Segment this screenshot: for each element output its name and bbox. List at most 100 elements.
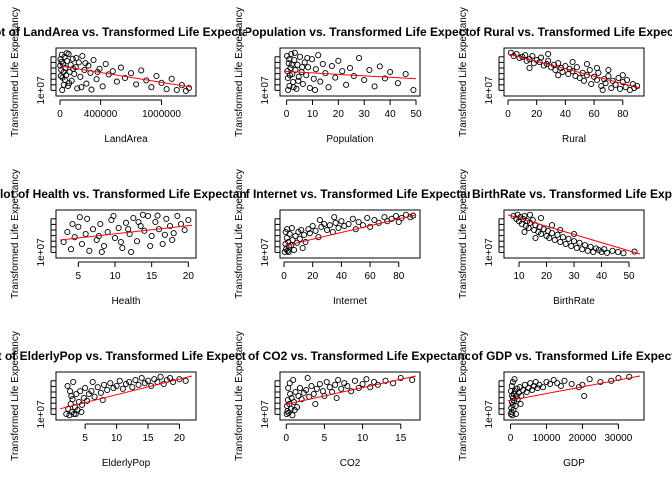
data-point bbox=[291, 56, 298, 64]
data-point bbox=[323, 226, 331, 234]
x-tick-label: 20 bbox=[307, 271, 319, 282]
x-tick-label: 50 bbox=[623, 271, 635, 282]
data-point bbox=[63, 410, 70, 418]
data-point bbox=[285, 248, 292, 256]
data-point bbox=[76, 214, 83, 221]
data-point bbox=[170, 230, 177, 237]
x-tick-label: 10 bbox=[307, 109, 319, 120]
data-point bbox=[61, 76, 68, 84]
x-tick-label: 30 bbox=[359, 109, 371, 120]
data-point bbox=[97, 220, 104, 228]
data-point bbox=[119, 385, 126, 392]
data-point bbox=[290, 246, 298, 254]
data-point bbox=[559, 234, 567, 241]
data-point bbox=[367, 223, 374, 230]
data-point bbox=[526, 211, 534, 218]
data-point bbox=[71, 234, 78, 241]
data-point bbox=[521, 228, 528, 236]
data-point bbox=[402, 70, 409, 78]
data-point bbox=[286, 72, 294, 79]
data-point bbox=[285, 86, 292, 94]
data-point bbox=[532, 234, 539, 242]
y-axis-label: Transformed Life Expectancy bbox=[10, 331, 21, 461]
x-axis-label: Internet bbox=[333, 296, 367, 307]
data-points bbox=[57, 50, 193, 94]
data-point bbox=[295, 392, 302, 400]
scatter-panel-landarea: Plot of LandArea vs. Transformed Life Ex… bbox=[0, 7, 246, 145]
data-point bbox=[522, 52, 529, 59]
x-tick-label: 40 bbox=[336, 271, 348, 282]
data-point bbox=[298, 226, 305, 234]
data-point bbox=[97, 389, 104, 396]
x-tick-label: 30 bbox=[568, 271, 580, 282]
y-tick-label: 1e+07 bbox=[484, 400, 495, 429]
y-axis-label: Transformed Life Expectancy bbox=[234, 7, 245, 137]
data-point bbox=[135, 218, 142, 226]
x-tick-label: 40 bbox=[560, 109, 572, 120]
data-point bbox=[292, 232, 299, 240]
data-point bbox=[166, 222, 174, 230]
data-point bbox=[287, 390, 294, 398]
data-point bbox=[509, 392, 516, 400]
y-axis-label: Transformed Life Expectancy bbox=[10, 169, 21, 299]
data-point bbox=[579, 246, 586, 253]
x-axis-label: ElderlyPop bbox=[102, 458, 151, 469]
data-point bbox=[304, 374, 311, 382]
x-axis-label: Population bbox=[326, 134, 373, 145]
data-point bbox=[321, 220, 328, 228]
data-point bbox=[75, 59, 82, 66]
data-point bbox=[569, 58, 576, 66]
data-point bbox=[326, 222, 333, 229]
data-point bbox=[69, 55, 76, 62]
y-tick-label: 1e+07 bbox=[260, 76, 271, 105]
x-axis: 10 20 30 40 50 bbox=[513, 261, 635, 282]
data-point bbox=[634, 82, 641, 90]
data-point bbox=[341, 380, 348, 387]
data-point bbox=[603, 249, 611, 256]
x-tick-label: 0 bbox=[505, 109, 511, 120]
data-point bbox=[163, 86, 170, 93]
data-point bbox=[517, 400, 524, 408]
data-point bbox=[583, 60, 590, 68]
data-point bbox=[80, 394, 87, 402]
data-point bbox=[548, 230, 556, 237]
data-point bbox=[315, 52, 322, 59]
data-point bbox=[344, 382, 351, 390]
x-tick-label: 20 bbox=[531, 109, 543, 120]
data-point bbox=[326, 384, 333, 391]
data-point bbox=[104, 386, 111, 394]
data-point bbox=[78, 240, 86, 248]
data-point bbox=[363, 376, 370, 383]
data-point bbox=[511, 376, 518, 383]
data-point bbox=[74, 85, 81, 92]
x-tick-label: 10 bbox=[357, 433, 369, 444]
data-point bbox=[152, 218, 159, 226]
x-tick-label: 20 bbox=[174, 433, 186, 444]
data-point bbox=[620, 250, 627, 257]
x-axis-label: Health bbox=[112, 296, 141, 307]
y-axis: 1e+07 bbox=[36, 56, 56, 104]
data-point bbox=[116, 377, 123, 384]
data-point bbox=[299, 80, 306, 88]
data-point bbox=[295, 73, 302, 80]
x-tick-label: 15 bbox=[146, 271, 158, 282]
data-point bbox=[615, 374, 622, 382]
data-point bbox=[169, 236, 176, 244]
data-point bbox=[70, 378, 77, 386]
data-point bbox=[394, 80, 401, 87]
x-tick-label: 40 bbox=[385, 109, 397, 120]
data-point bbox=[82, 60, 89, 67]
plot-frame bbox=[279, 371, 421, 421]
data-point bbox=[84, 215, 91, 222]
data-point bbox=[359, 380, 366, 388]
data-point bbox=[102, 60, 109, 68]
data-point bbox=[605, 72, 612, 80]
data-point bbox=[67, 246, 75, 253]
data-point bbox=[573, 64, 580, 71]
data-point bbox=[554, 380, 561, 387]
scatter-panel-population: Plot of Population vs. Transformed Life … bbox=[234, 7, 470, 145]
chart-title: Plot of ElderlyPop vs. Transformed Life … bbox=[0, 349, 273, 363]
data-point bbox=[397, 374, 404, 382]
data-point bbox=[587, 243, 594, 250]
data-point bbox=[303, 386, 310, 394]
